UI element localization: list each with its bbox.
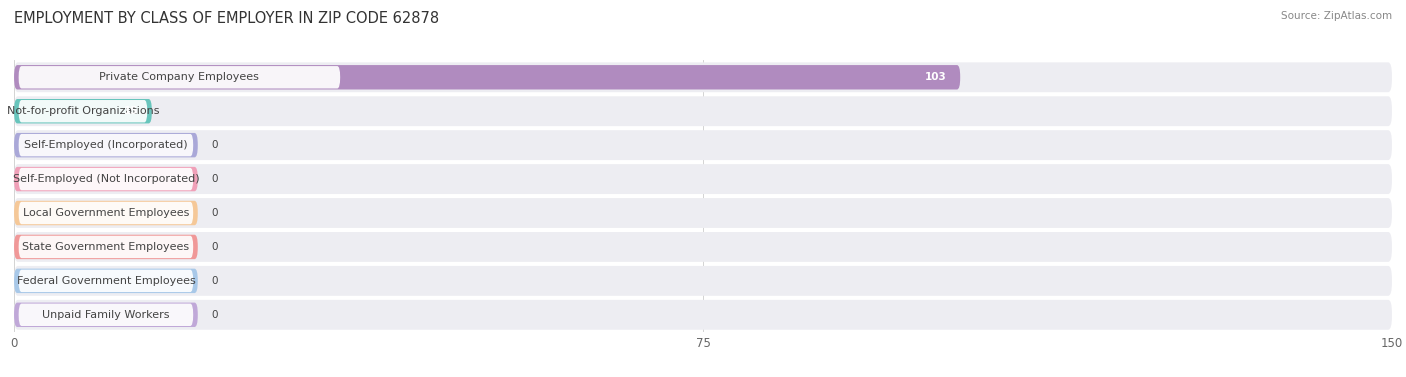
FancyBboxPatch shape <box>14 269 198 293</box>
FancyBboxPatch shape <box>14 201 198 225</box>
Text: Private Company Employees: Private Company Employees <box>100 72 259 82</box>
Text: Self-Employed (Incorporated): Self-Employed (Incorporated) <box>24 140 188 150</box>
FancyBboxPatch shape <box>14 164 1392 194</box>
FancyBboxPatch shape <box>14 130 1392 160</box>
FancyBboxPatch shape <box>14 96 1392 126</box>
FancyBboxPatch shape <box>14 300 1392 330</box>
Text: EMPLOYMENT BY CLASS OF EMPLOYER IN ZIP CODE 62878: EMPLOYMENT BY CLASS OF EMPLOYER IN ZIP C… <box>14 11 439 26</box>
Text: 0: 0 <box>211 310 218 320</box>
FancyBboxPatch shape <box>18 270 193 292</box>
Text: 0: 0 <box>211 242 218 252</box>
FancyBboxPatch shape <box>14 167 198 191</box>
Text: 103: 103 <box>925 72 946 82</box>
Text: Local Government Employees: Local Government Employees <box>22 208 188 218</box>
FancyBboxPatch shape <box>18 202 193 224</box>
FancyBboxPatch shape <box>14 198 1392 228</box>
FancyBboxPatch shape <box>14 303 198 327</box>
Text: Federal Government Employees: Federal Government Employees <box>17 276 195 286</box>
FancyBboxPatch shape <box>14 62 1392 92</box>
Text: Source: ZipAtlas.com: Source: ZipAtlas.com <box>1281 11 1392 21</box>
FancyBboxPatch shape <box>14 99 152 123</box>
FancyBboxPatch shape <box>18 303 193 326</box>
Text: 0: 0 <box>211 140 218 150</box>
FancyBboxPatch shape <box>14 232 1392 262</box>
Text: 15: 15 <box>124 106 138 116</box>
FancyBboxPatch shape <box>18 100 148 123</box>
FancyBboxPatch shape <box>14 65 960 89</box>
Text: Not-for-profit Organizations: Not-for-profit Organizations <box>7 106 159 116</box>
Text: 0: 0 <box>211 208 218 218</box>
Text: State Government Employees: State Government Employees <box>22 242 190 252</box>
FancyBboxPatch shape <box>18 134 193 156</box>
Text: Unpaid Family Workers: Unpaid Family Workers <box>42 310 170 320</box>
FancyBboxPatch shape <box>18 168 193 190</box>
Text: 0: 0 <box>211 174 218 184</box>
Text: Self-Employed (Not Incorporated): Self-Employed (Not Incorporated) <box>13 174 200 184</box>
FancyBboxPatch shape <box>18 236 193 258</box>
FancyBboxPatch shape <box>14 235 198 259</box>
FancyBboxPatch shape <box>14 266 1392 296</box>
FancyBboxPatch shape <box>18 66 340 89</box>
Text: 0: 0 <box>211 276 218 286</box>
FancyBboxPatch shape <box>14 133 198 157</box>
